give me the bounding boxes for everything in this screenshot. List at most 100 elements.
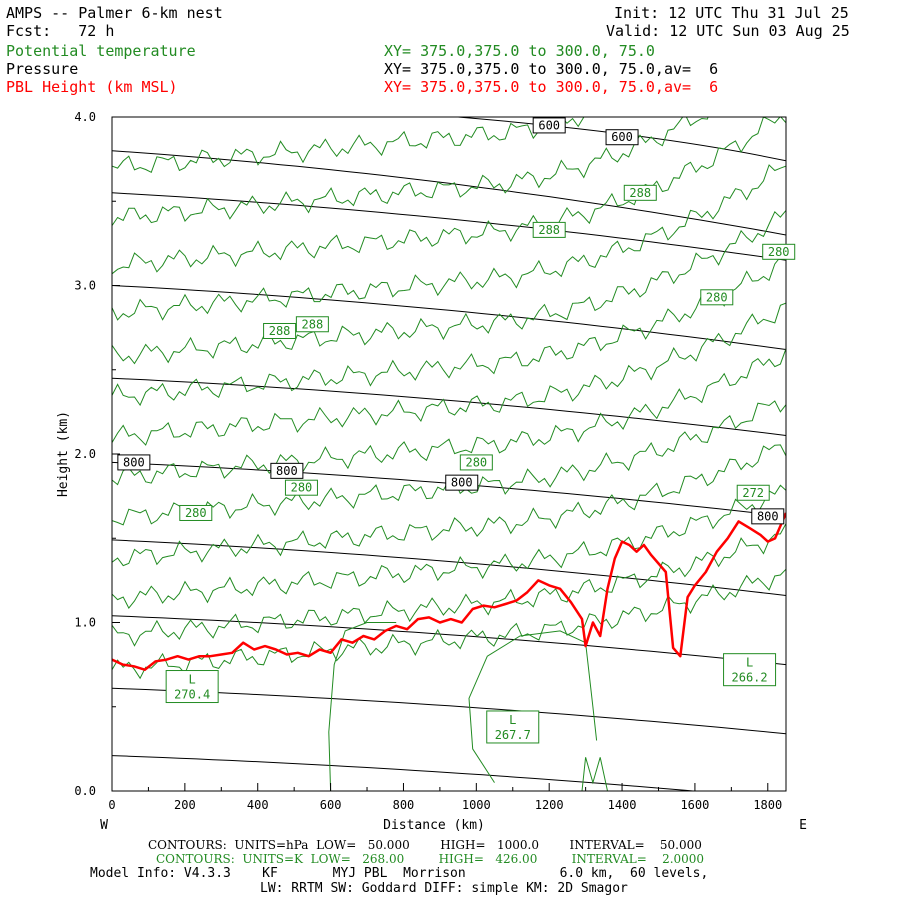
theta-contour <box>112 348 786 486</box>
theta-low-contour <box>468 630 598 783</box>
pressure-contour-label: 800 <box>451 476 473 490</box>
app-title: AMPS -- Palmer 6-km nest <box>6 4 223 22</box>
theta-contour <box>112 256 786 407</box>
pressure-contour-label: 800 <box>757 509 779 523</box>
pressure-isobar <box>112 150 786 236</box>
theta-contour <box>112 117 786 275</box>
pressure-isobar <box>112 539 786 596</box>
field-label-pressure: Pressure <box>6 60 79 78</box>
theta-low-contour <box>328 622 397 791</box>
theta-contour-label: 280 <box>706 290 728 304</box>
theta-contour <box>112 117 585 173</box>
theta-contour <box>112 302 786 446</box>
x-tick-label: 1000 <box>462 798 491 812</box>
forecast-hour: Fcst: 72 h <box>6 22 115 40</box>
y-tick-label: 2.0 <box>74 447 96 461</box>
x-tick-label: 400 <box>247 798 269 812</box>
theta-contour-label: 288 <box>269 324 291 338</box>
footer-model-info: Model Info: V4.3.3 KF MYJ PBL Morrison 6… <box>90 866 709 881</box>
pressure-contour-label: 800 <box>123 455 145 469</box>
low-center-box <box>165 670 219 704</box>
theta-contour-label: 272 <box>742 486 764 500</box>
pressure-contour-label-box <box>605 129 639 146</box>
theta-contour <box>112 210 786 365</box>
field-label-theta: Potential temperature <box>6 42 196 60</box>
theta-contour-label-box <box>736 484 770 501</box>
theta-contour-label-box <box>179 504 213 521</box>
theta-contour <box>112 117 709 226</box>
pressure-contour-label-box <box>270 462 304 479</box>
x-tick-label: 1400 <box>608 798 637 812</box>
x-tick-label: 600 <box>320 798 342 812</box>
theta-contour-label-box <box>263 322 297 339</box>
low-center-marker: L <box>509 713 516 727</box>
pressure-contour-label-box <box>751 508 785 525</box>
y-tick-label: 1.0 <box>74 616 96 630</box>
theta-contour-label-box <box>532 221 566 238</box>
theta-low-contour <box>581 757 608 791</box>
y-tick-label: 3.0 <box>74 279 96 293</box>
low-center-box <box>486 710 540 744</box>
init-time: Init: 12 UTC Thu 31 Jul 25 <box>614 4 849 22</box>
x-tick-label: 200 <box>174 798 196 812</box>
theta-contour-label-box <box>295 316 329 333</box>
xsec-coords-pressure: XY= 375.0,375.0 to 300.0, 75.0,av= 6 <box>384 60 719 78</box>
low-center-marker: L <box>746 656 753 670</box>
pressure-isobar <box>112 615 786 666</box>
theta-contour-label: 280 <box>768 245 790 259</box>
x-tick-label: 800 <box>393 798 415 812</box>
field-label-pbl: PBL Height (km MSL) <box>6 78 178 96</box>
west-label: W <box>100 818 108 833</box>
y-tick-label: 0.0 <box>74 784 96 798</box>
pressure-isobar <box>112 192 786 261</box>
pressure-contour-label-box <box>117 454 151 471</box>
low-center-box <box>723 653 777 687</box>
theta-contour <box>112 400 786 526</box>
pressure-isobar <box>112 285 786 350</box>
x-axis-label: Distance (km) <box>383 818 485 833</box>
y-axis-label: Height (km) <box>56 411 71 497</box>
theta-contour-label-box <box>284 479 318 496</box>
theta-contour-label: 288 <box>629 186 651 200</box>
theta-contour-label-box <box>623 184 657 201</box>
valid-time: Valid: 12 UTC Sun 03 Aug 25 <box>606 22 850 40</box>
low-center-value: 270.4 <box>174 688 210 702</box>
footer-pressure-contours: CONTOURS: UNITS=hPa LOW= 50.000 HIGH= 10… <box>148 838 702 852</box>
theta-contour-label-box <box>700 289 734 306</box>
pressure-contour-label: 800 <box>276 464 298 478</box>
east-label: E <box>799 818 807 833</box>
x-tick-label: 1800 <box>753 798 782 812</box>
y-tick-label: 4.0 <box>74 110 96 124</box>
theta-contour <box>112 568 786 680</box>
pbl-height-line <box>112 512 786 671</box>
x-tick-label: 0 <box>108 798 115 812</box>
pressure-contour-label-box <box>532 117 566 134</box>
pressure-contour-label-box <box>445 474 479 491</box>
pressure-isobar <box>112 755 699 791</box>
x-tick-label: 1200 <box>535 798 564 812</box>
xsec-coords-pbl: XY= 375.0,375.0 to 300.0, 75.0,av= 6 <box>384 78 719 96</box>
xsec-coords-theta: XY= 375.0,375.0 to 300.0, 75.0 <box>384 42 655 60</box>
footer-physics-info: LW: RRTM SW: Goddard DIFF: simple KM: 2D… <box>260 881 628 896</box>
theta-contour-label: 288 <box>538 223 560 237</box>
theta-contour-label: 288 <box>302 317 324 331</box>
pressure-isobar <box>112 377 786 436</box>
footer-theta-contours: CONTOURS: UNITS=K LOW= 268.00 HIGH= 426.… <box>156 852 705 866</box>
theta-contour-label: 280 <box>185 506 207 520</box>
theta-contour-label: 280 <box>291 481 313 495</box>
theta-contour <box>112 444 786 567</box>
x-tick-label: 1600 <box>680 798 709 812</box>
low-center-marker: L <box>189 673 196 687</box>
pressure-contour-label: 600 <box>611 130 633 144</box>
pressure-isobar <box>112 687 786 735</box>
theta-contour <box>112 164 786 321</box>
low-center-value: 267.7 <box>495 728 531 742</box>
theta-contour-label-box <box>762 243 796 260</box>
theta-contour-label: 280 <box>465 455 487 469</box>
theta-contour <box>112 523 786 647</box>
low-center-value: 266.2 <box>732 671 768 685</box>
theta-contour <box>112 484 786 610</box>
theta-contour-label-box <box>459 454 493 471</box>
pressure-contour-label: 600 <box>538 118 560 132</box>
